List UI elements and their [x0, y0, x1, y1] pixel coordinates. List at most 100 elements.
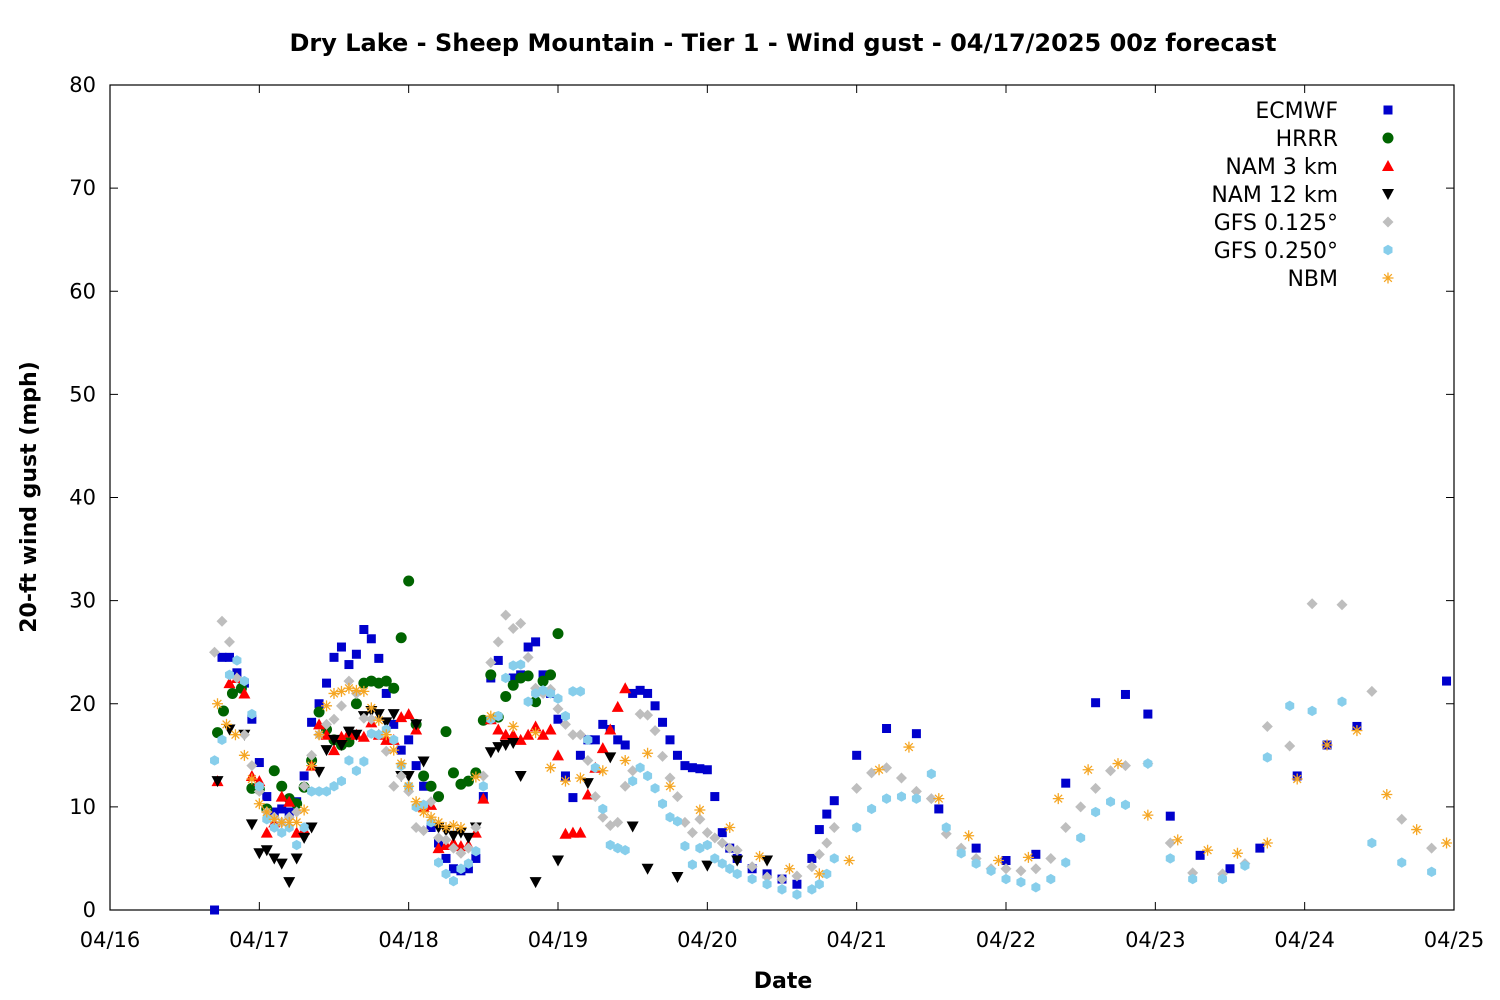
legend-marker: [1383, 105, 1393, 115]
data-point: [373, 714, 385, 726]
data-point: [1172, 834, 1184, 846]
data-point: [650, 701, 660, 711]
data-point: [275, 790, 288, 802]
data-point: [1082, 764, 1094, 776]
data-point: [260, 826, 273, 838]
data-point: [687, 763, 697, 773]
data-point: [441, 853, 451, 863]
data-point: [268, 853, 281, 865]
data-point: [941, 822, 951, 833]
series-nam-12-km: [211, 705, 774, 889]
data-point: [1001, 873, 1011, 885]
data-point: [268, 813, 280, 825]
data-point: [314, 786, 324, 797]
legend-label: ECMWF: [1255, 99, 1338, 124]
data-point: [635, 762, 645, 773]
data-point: [574, 772, 586, 784]
data-point: [447, 830, 460, 842]
data-point: [553, 714, 563, 724]
data-point: [485, 710, 497, 722]
data-point: [440, 834, 452, 846]
data-point: [635, 685, 645, 695]
data-point: [277, 827, 287, 838]
data-point: [545, 669, 557, 681]
data-point: [433, 816, 445, 828]
data-point: [531, 688, 541, 699]
data-point: [649, 725, 661, 737]
series-gfs-0-125-: [209, 598, 1438, 885]
data-point: [694, 804, 706, 816]
data-point: [1231, 847, 1243, 859]
data-point: [462, 842, 474, 854]
axis-ticks: 0 10 20 30 40 50 60 70 80 04/16 04/17 04/18 04/19 04/…: [69, 73, 1484, 952]
data-point: [499, 740, 512, 751]
data-point: [307, 717, 317, 727]
data-point: [574, 826, 587, 838]
data-point: [686, 827, 698, 839]
data-point: [492, 723, 505, 735]
data-point: [807, 853, 817, 863]
data-point: [1261, 720, 1273, 732]
data-point: [911, 793, 921, 804]
x-tick-label: 04/17: [229, 928, 290, 952]
data-point: [342, 726, 355, 738]
data-point: [440, 726, 452, 738]
data-point: [598, 803, 608, 815]
x-tick-label: 04/18: [378, 928, 439, 952]
data-point: [350, 729, 363, 741]
data-point: [537, 728, 550, 740]
data-point: [546, 688, 556, 699]
data-point: [335, 685, 347, 697]
data-point: [291, 806, 303, 818]
data-point: [611, 700, 624, 712]
data-point: [447, 819, 459, 831]
y-tick-label: 60: [69, 279, 96, 303]
data-point: [493, 710, 503, 722]
data-point: [299, 822, 309, 833]
data-point: [650, 783, 660, 794]
data-point: [223, 636, 235, 648]
data-point: [268, 765, 280, 777]
series-nbm: [212, 682, 1453, 880]
data-point: [852, 750, 862, 760]
data-point: [613, 735, 623, 745]
data-point: [238, 729, 250, 741]
data-point: [477, 792, 490, 804]
data-point: [1262, 752, 1272, 763]
data-point: [306, 760, 318, 772]
data-point: [456, 863, 466, 874]
data-point: [292, 839, 302, 851]
data-point: [1165, 811, 1175, 821]
data-point: [358, 685, 370, 697]
data-point: [1255, 843, 1265, 853]
data-point: [628, 688, 638, 698]
data-point: [643, 770, 653, 782]
data-point: [522, 670, 534, 682]
data-point: [485, 657, 497, 668]
data-point: [380, 675, 392, 687]
data-point: [597, 765, 609, 777]
data-point: [351, 765, 361, 776]
legend-marker: [1382, 132, 1394, 144]
legend-label: NBM: [1287, 267, 1338, 292]
data-point: [643, 688, 653, 698]
data-point: [971, 843, 981, 853]
data-point: [1261, 837, 1273, 849]
data-point: [717, 828, 727, 838]
data-point: [351, 649, 361, 659]
data-point: [410, 796, 422, 808]
data-point: [246, 773, 258, 785]
legend-marker: [1382, 216, 1394, 228]
data-point: [680, 761, 690, 771]
data-point: [507, 622, 519, 634]
data-point: [963, 830, 975, 842]
data-point: [387, 709, 400, 721]
data-point: [1075, 801, 1087, 813]
data-point: [701, 860, 714, 872]
data-point: [626, 821, 639, 833]
data-point: [463, 858, 473, 869]
data-point: [529, 720, 542, 732]
data-point: [694, 813, 706, 825]
data-point: [365, 713, 377, 725]
data-point: [290, 853, 303, 865]
